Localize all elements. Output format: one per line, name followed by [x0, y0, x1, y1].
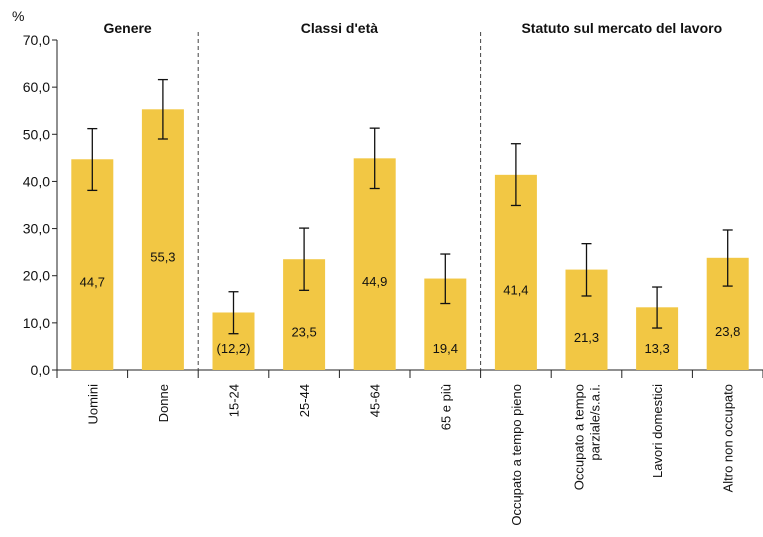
y-tick-label: 60,0	[23, 79, 50, 95]
x-tick-label-line: Lavori domestici	[650, 384, 665, 478]
y-tick-label: 10,0	[23, 315, 50, 331]
x-tick-label-line: Occupato a tempo	[572, 384, 587, 490]
x-tick-label: Occupato a tempo pieno	[509, 384, 524, 526]
bar	[71, 159, 114, 370]
y-tick-label: 0,0	[31, 362, 51, 378]
x-tick-label: Uomini	[85, 384, 100, 425]
x-tick-label-line: 25-44	[297, 384, 312, 417]
group-title: Genere	[103, 20, 151, 36]
data-label: 21,3	[574, 330, 599, 345]
data-label: 44,9	[362, 274, 387, 289]
x-tick-label-line: 15-24	[227, 384, 242, 417]
x-tick-label-line: Donne	[156, 384, 171, 422]
x-tick-label: 25-44	[297, 384, 312, 417]
data-label: 23,8	[715, 324, 740, 339]
x-tick-label-line: Uomini	[85, 384, 100, 425]
data-label: 19,4	[433, 341, 458, 356]
x-tick-label-line: 65 e più	[438, 384, 453, 430]
x-tick-label: Occupato a tempoparziale/s.a.i.	[572, 384, 603, 490]
chart-plot-area: 0,0 10,0 20,0 30,0 40,0 50,0 60,0 70,0 Genere Cla…	[23, 20, 763, 526]
y-tick-label: 50,0	[23, 126, 50, 142]
data-label: 13,3	[644, 341, 669, 356]
group-title: Statuto sul mercato del lavoro	[521, 20, 722, 36]
bar	[494, 174, 537, 370]
y-tick-label: 30,0	[23, 221, 50, 237]
x-tick-label-line: parziale/s.a.i.	[588, 384, 603, 461]
y-axis-unit: %	[12, 8, 24, 24]
x-tick-label: 15-24	[227, 384, 242, 417]
x-tick-label-line: 45-64	[368, 384, 383, 417]
x-tick-label: Lavori domestici	[650, 384, 665, 478]
data-label: 41,4	[503, 282, 528, 297]
x-tick-label: 65 e più	[438, 384, 453, 430]
y-tick-label: 40,0	[23, 173, 50, 189]
x-tick-label-line: Altro non occupato	[721, 384, 736, 492]
y-tick-label: 20,0	[23, 268, 50, 284]
data-label: 44,7	[80, 275, 105, 290]
x-tick-label: Altro non occupato	[721, 384, 736, 492]
bar	[141, 109, 184, 371]
data-label: 23,5	[291, 325, 316, 340]
x-tick-label: 45-64	[368, 384, 383, 417]
y-tick-label: 70,0	[23, 32, 50, 48]
data-label: 55,3	[150, 250, 175, 265]
x-tick-label-line: Occupato a tempo pieno	[509, 384, 524, 526]
bar	[353, 158, 396, 370]
x-tick-label: Donne	[156, 384, 171, 422]
data-label: (12,2)	[217, 341, 251, 356]
group-title: Classi d'età	[301, 20, 378, 36]
